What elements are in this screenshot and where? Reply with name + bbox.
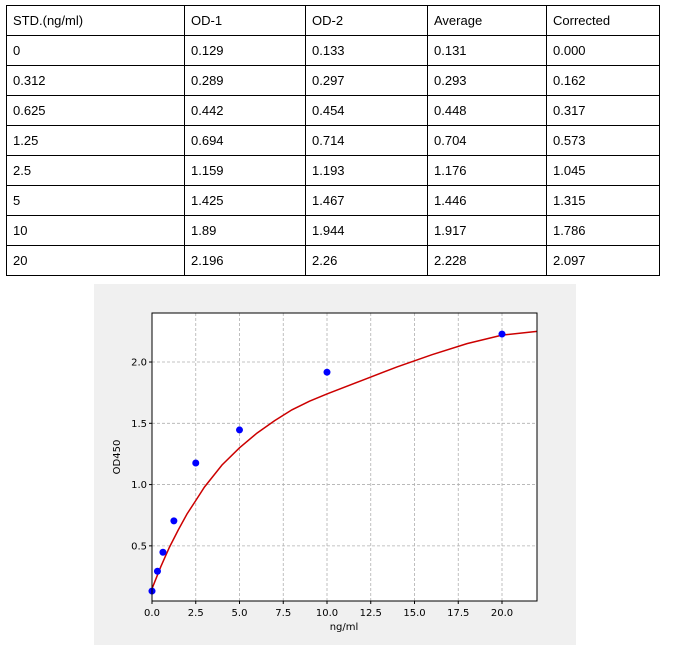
table-row: 10 1.89 1.944 1.917 1.786 <box>6 215 660 246</box>
table-header-cell: STD.(ng/ml) <box>6 5 185 36</box>
x-tick-label: 0.0 <box>144 608 160 619</box>
table-cell: 1.446 <box>427 185 547 216</box>
table-cell: 0.297 <box>305 65 428 96</box>
table-header-cell: Corrected <box>546 5 660 36</box>
fit-curve-layer <box>151 330 538 589</box>
table-cell: 1.045 <box>546 155 660 186</box>
table-header-cell: OD-1 <box>184 5 306 36</box>
x-tick-label: 7.5 <box>275 608 291 619</box>
x-axis-ticks: 0.0 2.5 5.0 7.5 10.0 12.5 15.0 17.5 20.0 <box>144 601 513 619</box>
x-tick-label: 20.0 <box>491 608 513 619</box>
table-row: 0.312 0.289 0.297 0.293 0.162 <box>6 65 660 96</box>
table-cell: 10 <box>6 215 185 246</box>
plot-area <box>152 313 537 601</box>
data-point <box>236 426 243 434</box>
grid <box>151 313 537 601</box>
table-cell: 2.228 <box>427 245 547 276</box>
table-cell: 1.89 <box>184 215 306 246</box>
x-tick-label: 17.5 <box>447 608 469 619</box>
x-tick-label: 5.0 <box>232 608 248 619</box>
table-cell: 2.5 <box>6 155 185 186</box>
table-row: 0 0.129 0.133 0.131 0.000 <box>6 35 660 66</box>
table-cell: 5 <box>6 185 185 216</box>
table-cell: 1.425 <box>184 185 306 216</box>
table-cell: 0.293 <box>427 65 547 96</box>
table-row: 1.25 0.694 0.714 0.704 0.573 <box>6 125 660 156</box>
table-cell: 0.714 <box>305 125 428 156</box>
table-header-cell: Average <box>427 5 547 36</box>
data-point <box>153 567 161 575</box>
table-cell: 2.196 <box>184 245 306 276</box>
table-cell: 0.317 <box>546 95 660 126</box>
standards-table: STD.(ng/ml) OD-1 OD-2 Average Corrected 0 0.12… <box>6 5 660 276</box>
table-row: 2.5 1.159 1.193 1.176 1.045 <box>6 155 660 186</box>
table-cell: 0 <box>6 35 185 66</box>
table-cell: 0.133 <box>305 35 428 66</box>
plot-frame <box>151 312 538 602</box>
y-axis-label: OD450 <box>112 440 123 475</box>
data-points-layer <box>148 330 506 595</box>
table-cell: 0.442 <box>184 95 306 126</box>
table-cell: 1.176 <box>427 155 547 186</box>
table-row: 0.625 0.442 0.454 0.448 0.317 <box>6 95 660 126</box>
y-tick-label: 1.5 <box>131 419 147 430</box>
data-point <box>498 330 506 338</box>
table-cell: 0.000 <box>546 35 660 66</box>
table-cell: 1.467 <box>305 185 428 216</box>
y-tick-label: 1.0 <box>131 480 147 491</box>
table-cell: 1.159 <box>184 155 306 186</box>
table-cell: 0.162 <box>546 65 660 96</box>
table-cell: 0.312 <box>6 65 185 96</box>
table-cell: 2.097 <box>546 245 660 276</box>
table-header-row: STD.(ng/ml) OD-1 OD-2 Average Corrected <box>6 5 660 36</box>
chart-svg: 0.0 2.5 5.0 7.5 10.0 12.5 15.0 17.5 20.0 0.5 1.0 1… <box>112 312 538 633</box>
table-cell: 0.704 <box>427 125 547 156</box>
table-cell: 1.193 <box>305 155 428 186</box>
table-cell: 1.944 <box>305 215 428 246</box>
x-tick-label: 10.0 <box>316 608 338 619</box>
x-axis-label: ng/ml <box>330 622 359 633</box>
table-row: 5 1.425 1.467 1.446 1.315 <box>6 185 660 216</box>
table-cell: 0.129 <box>184 35 306 66</box>
data-point <box>192 459 200 467</box>
x-tick-label: 2.5 <box>188 608 204 619</box>
table-cell: 0.448 <box>427 95 547 126</box>
x-tick-label: 12.5 <box>360 608 382 619</box>
data-point <box>159 548 167 556</box>
table-cell: 0.625 <box>6 95 185 126</box>
table-cell: 1.786 <box>546 215 660 246</box>
data-point <box>323 368 331 376</box>
table-header-cell: OD-2 <box>305 5 428 36</box>
table-cell: 20 <box>6 245 185 276</box>
table-row: 20 2.196 2.26 2.228 2.097 <box>6 245 660 276</box>
table-cell: 0.573 <box>546 125 660 156</box>
table-cell: 0.289 <box>184 65 306 96</box>
x-tick-label: 15.0 <box>403 608 425 619</box>
fit-curve-line <box>151 330 538 589</box>
table-cell: 2.26 <box>305 245 428 276</box>
table-cell: 1.315 <box>546 185 660 216</box>
table-cell: 1.917 <box>427 215 547 246</box>
data-point <box>170 517 178 525</box>
y-tick-label: 0.5 <box>131 541 147 552</box>
table-cell: 0.694 <box>184 125 306 156</box>
standard-curve-chart: 0.0 2.5 5.0 7.5 10.0 12.5 15.0 17.5 20.0 0.5 1.0 1… <box>94 284 576 645</box>
table-cell: 1.25 <box>6 125 185 156</box>
y-tick-label: 2.0 <box>131 358 147 369</box>
table-cell: 0.454 <box>305 95 428 126</box>
table-cell: 0.131 <box>427 35 547 66</box>
y-axis-ticks: 0.5 1.0 1.5 2.0 <box>131 358 152 552</box>
